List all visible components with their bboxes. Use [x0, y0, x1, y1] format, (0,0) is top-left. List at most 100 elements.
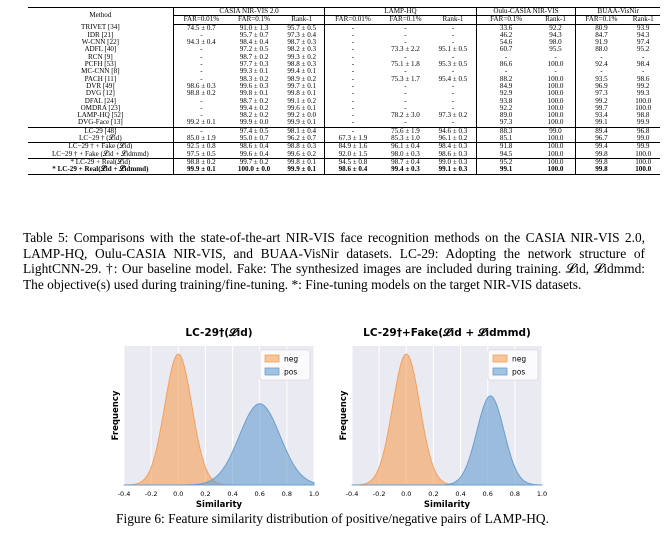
value-cell: -: [504, 67, 508, 76]
value-cell: 95.2: [637, 45, 650, 54]
value-cell: 97.4: [637, 38, 650, 47]
density-pos: [352, 395, 543, 486]
value-cell: -: [351, 60, 355, 69]
method-cell: LC−29 † (𝓛id): [28, 134, 174, 143]
table-row: LAMP-HQ [52] - 98.2 ± 0.2 99.2 ± 0.0 - 78.2 ±…: [28, 111, 660, 120]
value-cell: 97.3 ± 0.2: [430, 111, 477, 120]
value-cell: 99.3 ± 0.1: [239, 67, 269, 76]
table-row: ADFL [40] - 97.2 ± 0.5 98.2 ± 0.3 - 73.3 ± 2.…: [28, 45, 660, 54]
value-cell: 99.6 ± 0.3: [239, 81, 269, 90]
value-cell: -: [430, 97, 477, 105]
value-cell: 95.3 ± 0.5: [430, 60, 477, 69]
value-cell: -: [200, 111, 203, 120]
value-cell: 98.0 ± 0.3: [391, 149, 420, 158]
value-cell: 99.9 ± 0.1: [279, 119, 326, 128]
value-cell: 98.1 ± 0.4: [279, 126, 326, 136]
value-cell: 100.0: [535, 75, 577, 83]
value-cell: 97.3 ± 0.4: [279, 31, 326, 40]
value-cell: 85.0 ± 1.9: [187, 134, 216, 143]
subheader: FAR=0.1%: [575, 16, 627, 25]
method-cell: LC−29 † + Fake (𝓛id): [28, 142, 174, 151]
group-lamp: LAMP-HQ: [324, 6, 477, 17]
value-cell: 98.7 ± 0.4: [380, 157, 431, 167]
value-cell: -: [351, 96, 355, 105]
value-cell: 95.7 ± 0.7: [239, 30, 269, 39]
x-tick-label: 0.8: [510, 490, 520, 498]
value-cell: -: [430, 82, 477, 91]
value-cell: 98.4: [637, 60, 650, 69]
y-axis-label: Frequency: [111, 390, 121, 440]
value-cell: -: [200, 30, 203, 39]
value-cell: 93.9: [637, 23, 650, 32]
value-cell: 94.5: [499, 149, 513, 158]
value-cell: 98.2 ± 0.3: [279, 46, 326, 54]
value-cell: 84.9: [499, 81, 513, 90]
x-tick-label: -0.2: [373, 490, 386, 498]
value-cell: 98.4 ± 0.4: [239, 38, 269, 47]
value-cell: 98.4 ± 0.3: [430, 142, 477, 151]
subheader: Rank-1: [535, 16, 577, 25]
value-cell: -: [351, 81, 355, 90]
table-row: W-CNN [22] 94.3 ± 0.4 98.4 ± 0.4 98.7 ± 0.3…: [28, 38, 660, 47]
table-row: MC-CNN [8] - 99.3 ± 0.1 99.4 ± 0.1 - - - - - - -: [28, 67, 660, 76]
method-cell: LC-29 [48]: [28, 126, 174, 136]
legend-label-neg: neg: [512, 355, 526, 364]
table-row: LC−29 † + Fake (𝓛id) 92.5 ± 0.8 98.6 ± 0.4…: [28, 142, 660, 151]
value-cell: -: [404, 89, 407, 98]
value-cell: 74.5 ± 0.7: [187, 23, 216, 32]
x-tick-label: 0.6: [255, 490, 265, 498]
value-cell: 88.2: [499, 74, 513, 83]
value-cell: 96.9: [595, 81, 608, 90]
value-cell: -: [600, 52, 603, 61]
value-cell: 92.4: [595, 60, 608, 69]
density-pos: [124, 403, 315, 486]
method-cell: * LC-29 + Real(𝓛id): [28, 157, 174, 167]
value-cell: 86.6: [499, 60, 513, 69]
value-cell: 100.0: [535, 111, 577, 120]
value-cell: 99.2: [637, 81, 650, 90]
subheader: Rank-1: [279, 16, 326, 25]
value-cell: 100.0 ± 0.0: [229, 166, 280, 175]
value-cell: -: [404, 23, 407, 32]
value-cell: 99.2 ± 0.1: [187, 118, 216, 127]
value-cell: 100.0: [635, 96, 652, 105]
value-cell: 67.3 ± 1.9: [338, 134, 368, 143]
value-cell: 94.6 ± 0.3: [430, 126, 477, 136]
table-row: DVG [12] 98.8 ± 0.2 99.8 ± 0.1 99.8 ± 0.1 - -…: [28, 89, 660, 98]
value-cell: 98.7 ± 0.2: [239, 52, 269, 61]
value-cell: 98.6 ± 0.4: [229, 142, 280, 151]
value-cell: 88.3: [476, 126, 536, 136]
value-cell: -: [642, 67, 645, 76]
table-row: LC-29 [48] -97.4 ± 0.5 98.1 ± 0.4-75.6 ± 1…: [28, 126, 660, 136]
value-cell: 100.0: [535, 89, 577, 98]
value-cell: 99.6 ± 0.2: [279, 150, 326, 159]
legend-swatch-neg: [492, 354, 508, 363]
method-cell: TRIVET [34]: [28, 24, 174, 32]
value-cell: 93.8: [499, 96, 513, 105]
value-cell: 99.6 ± 0.1: [279, 104, 326, 113]
value-cell: 94.3 ± 0.4: [187, 38, 216, 47]
value-cell: 98.8 ± 0.2: [173, 157, 229, 167]
value-cell: 93.5: [595, 74, 608, 83]
table-row: PCFH [53] - 97.7 ± 0.3 98.8 ± 0.3 - 75.1 ± 1.…: [28, 60, 660, 69]
value-cell: -: [351, 89, 355, 98]
value-cell: 99.9: [626, 142, 660, 151]
value-cell: 99.8 ± 0.1: [279, 89, 326, 98]
value-cell: -: [404, 81, 407, 90]
value-cell: -: [430, 38, 477, 47]
x-tick-label: 1.0: [309, 490, 319, 498]
value-cell: 98.8 ± 0.3: [279, 60, 326, 69]
table-row: * LC-29 + Real(𝓛id + 𝓛idmmd) 99.9 ± 0.1 10…: [28, 166, 660, 175]
value-cell: 95.5: [535, 46, 577, 54]
value-cell: 99.3: [637, 89, 650, 98]
x-tick-label: 0.4: [455, 490, 465, 498]
group-casia: CASIA NIR-VIS 2.0: [173, 6, 326, 17]
group-oulu: Oulu-CASIA NIR-VIS: [476, 6, 577, 17]
legend-swatch-pos: [264, 367, 280, 376]
plot-title: LC-29†(𝓛id): [185, 326, 252, 339]
legend-label-pos: pos: [284, 368, 297, 377]
value-cell: 95.2: [476, 157, 536, 167]
value-cell: 100.0: [535, 150, 577, 159]
value-cell: -: [600, 67, 603, 76]
figure-caption: Figure 6: Feature similarity distributio…: [116, 511, 549, 526]
